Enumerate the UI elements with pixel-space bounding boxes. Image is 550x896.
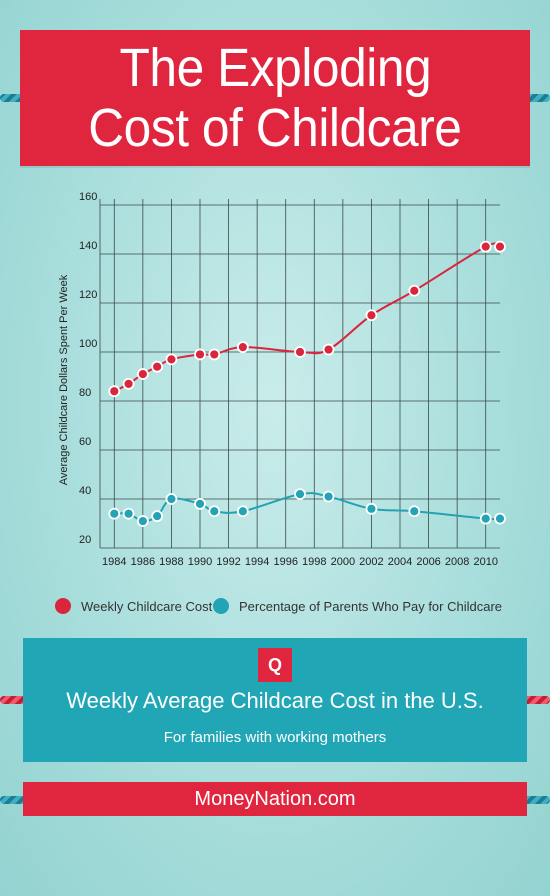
x-tick-label-1994: 1994 — [245, 556, 269, 568]
data-point-s0-2011 — [494, 240, 506, 253]
data-point-s0-2002 — [365, 309, 378, 322]
footer-site-link[interactable]: MoneyNation.com — [194, 788, 356, 810]
data-point-s1-2005 — [408, 505, 421, 518]
data-point-s0-1991 — [208, 348, 221, 361]
data-point-s1-1984 — [108, 507, 121, 520]
title-banner: The Exploding Cost of Childcare — [20, 30, 530, 166]
x-tick-label-1996: 1996 — [273, 556, 297, 568]
page-title-line2: Cost of Childcare — [88, 98, 462, 158]
y-tick-label-80: 80 — [79, 387, 91, 399]
rope-right-top — [522, 94, 550, 102]
y-tick-label-40: 40 — [79, 485, 91, 497]
data-point-s1-1986 — [136, 515, 149, 527]
data-point-s0-1993 — [236, 341, 249, 354]
x-tick-label-2002: 2002 — [359, 556, 383, 568]
data-point-s0-1987 — [151, 360, 164, 373]
x-tick-label-2000: 2000 — [331, 556, 355, 568]
data-point-s0-1997 — [294, 346, 306, 358]
x-tick-label-2006: 2006 — [416, 556, 440, 568]
data-point-s0-1986 — [136, 368, 149, 380]
x-tick-label-1990: 1990 — [188, 556, 212, 568]
info-subtitle: For families with working mothers — [163, 729, 387, 746]
legend-teal-dot-icon — [213, 598, 229, 614]
childcare-line-chart: 20 40 60 80 100 120 140 160 1984 1986 1988 1990 1992… — [58, 191, 506, 568]
data-point-s1-2011 — [494, 512, 506, 525]
x-tick-label-2004: 2004 — [388, 556, 412, 568]
data-point-s1-1990 — [194, 497, 206, 510]
data-point-s0-1988 — [165, 353, 178, 366]
data-point-s1-1999 — [322, 490, 335, 503]
y-tick-label-140: 140 — [79, 240, 97, 252]
legend-label-percentage-parents: Percentage of Parents Who Pay for Childc… — [239, 598, 503, 614]
data-point-s1-1985 — [122, 507, 135, 520]
data-point-s0-2005 — [408, 284, 421, 297]
y-tick-label-160: 160 — [79, 191, 97, 203]
data-point-s0-1984 — [108, 385, 121, 398]
y-axis-label: Average Childcare Dollars Spent Per Week — [58, 274, 70, 485]
data-point-s1-1997 — [294, 488, 306, 501]
chart-legend: Weekly Childcare Cost Percentage of Pare… — [0, 598, 550, 618]
data-point-s1-1987 — [151, 510, 164, 523]
rope-left-top — [0, 94, 28, 102]
x-tick-label-1992: 1992 — [216, 556, 240, 568]
y-tick-label-100: 100 — [79, 338, 97, 350]
rope-left-bottom — [0, 796, 30, 804]
q-badge-icon: Q — [258, 648, 292, 682]
legend-item-weekly-cost: Weekly Childcare Cost — [55, 598, 212, 614]
page-title-line1: The Exploding — [119, 38, 431, 98]
legend-item-percentage-parents: Percentage of Parents Who Pay for Childc… — [213, 598, 502, 614]
x-tick-label-1988: 1988 — [159, 556, 183, 568]
rope-right-mid — [520, 696, 550, 704]
info-box: Q Weekly Average Childcare Cost in the U… — [23, 638, 527, 762]
rope-right-bottom — [520, 796, 550, 804]
y-tick-label-120: 120 — [79, 289, 97, 301]
legend-label-weekly-cost: Weekly Childcare Cost — [81, 598, 213, 614]
footer-banner: MoneyNation.com — [23, 782, 527, 816]
y-tick-label-20: 20 — [79, 534, 91, 546]
data-point-s1-2002 — [365, 502, 378, 515]
data-point-s0-1990 — [194, 348, 206, 361]
data-point-s0-1985 — [122, 377, 135, 390]
data-point-s1-1988 — [165, 493, 178, 505]
x-tick-label-1986: 1986 — [131, 556, 155, 568]
y-tick-label-60: 60 — [79, 436, 91, 448]
info-title: Weekly Average Childcare Cost in the U.S… — [66, 688, 484, 713]
data-point-s1-1991 — [208, 505, 221, 518]
x-tick-label-2010: 2010 — [473, 556, 497, 568]
rope-left-mid — [0, 696, 30, 704]
legend-red-dot-icon — [55, 598, 71, 614]
series-line-0 — [113, 242, 501, 393]
x-tick-label-1998: 1998 — [302, 556, 326, 568]
data-point-s1-1993 — [236, 505, 249, 518]
data-point-s1-2010 — [479, 512, 492, 525]
data-point-s0-1999 — [322, 343, 335, 356]
x-tick-label-2008: 2008 — [445, 556, 469, 568]
x-tick-label-1984: 1984 — [102, 556, 126, 568]
data-point-s0-2010 — [479, 240, 492, 253]
